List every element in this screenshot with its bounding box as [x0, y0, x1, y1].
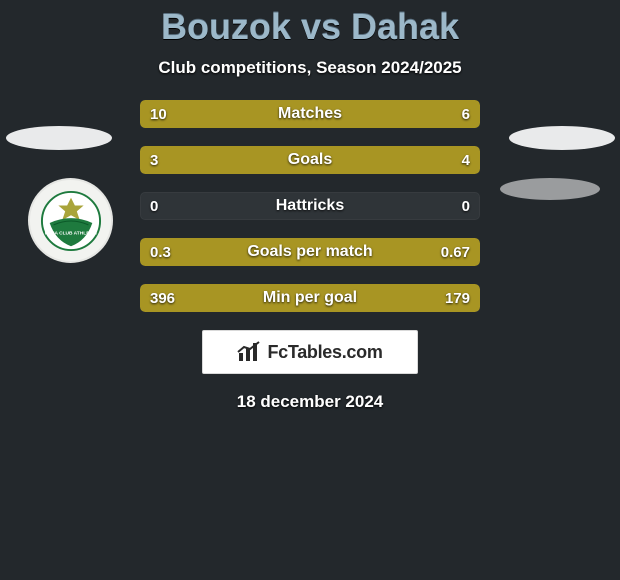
stat-row: Matches106 — [140, 100, 480, 128]
stat-fill-right — [286, 146, 480, 174]
date-text: 18 december 2024 — [0, 392, 620, 412]
comparison-chart: Matches106 Goals34 Hattricks0 0 Goals per ma… — [0, 100, 620, 312]
stat-value-right: 0 — [462, 192, 470, 220]
subtitle: Club competitions, Season 2024/2025 — [0, 58, 620, 78]
stat-fill-left — [140, 284, 374, 312]
stat-row: Goals per match0.30.67 — [140, 238, 480, 266]
stat-fill-left — [140, 238, 245, 266]
stat-fill-right — [245, 238, 480, 266]
stat-label: Hattricks — [140, 192, 480, 220]
stat-row: Hattricks0 0 — [140, 192, 480, 220]
brand-box[interactable]: FcTables.com — [202, 330, 418, 374]
stat-row: Goals34 — [140, 146, 480, 174]
stat-fill-right — [353, 100, 481, 128]
brand-text: FcTables.com — [267, 342, 382, 363]
bars-container: Matches106 Goals34 Hattricks0 0 Goals per ma… — [140, 100, 480, 312]
stat-fill-right — [374, 284, 480, 312]
stat-value-left: 0 — [150, 192, 158, 220]
brand-chart-icon — [237, 341, 261, 363]
stat-fill-left — [140, 146, 286, 174]
stat-fill-left — [140, 100, 353, 128]
page-title: Bouzok vs Dahak — [0, 0, 620, 48]
stat-row: Min per goal396179 — [140, 284, 480, 312]
